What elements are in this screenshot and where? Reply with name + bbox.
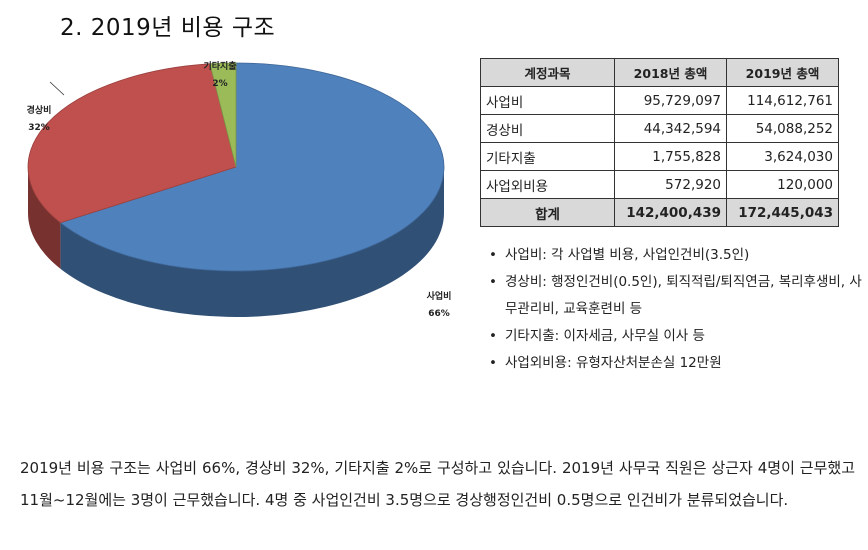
table-cell: 사업비 bbox=[480, 86, 615, 115]
table-cell: 기타지출 bbox=[480, 142, 615, 171]
list-item: 사업비: 각 사업별 비용, 사업인건비(3.5인) bbox=[483, 242, 863, 269]
section-heading: 2. 2019년 비용 구조 bbox=[60, 15, 276, 41]
table-total-2018: 142,400,439 bbox=[614, 198, 727, 227]
table-total-row: 합계 142,400,439 172,445,043 bbox=[480, 198, 839, 227]
pie-side-walls bbox=[28, 167, 444, 317]
table-cell: 44,342,594 bbox=[614, 114, 727, 143]
slice-label-general-pct: 32% bbox=[28, 123, 50, 133]
table-total-label: 합계 bbox=[480, 198, 615, 227]
table-cell: 경상비 bbox=[480, 114, 615, 143]
table-header-2019: 2019년 총액 bbox=[726, 58, 839, 87]
table-cell: 사업외비용 bbox=[480, 170, 615, 199]
table-cell: 572,920 bbox=[614, 170, 727, 199]
table-cell: 3,624,030 bbox=[726, 142, 839, 171]
table-total-2019: 172,445,043 bbox=[726, 198, 839, 227]
table-row: 사업외비용 572,920 120,000 bbox=[480, 170, 839, 199]
slice-label-business-pct: 66% bbox=[428, 309, 450, 319]
slice-label-general: 경상비 32% bbox=[14, 103, 64, 137]
table-row: 경상비 44,342,594 54,088,252 bbox=[480, 114, 839, 143]
slice-label-other-name: 기타지출 bbox=[203, 62, 237, 72]
slice-label-business: 사업비 66% bbox=[414, 289, 464, 323]
pie-chart: 기타지출 2% 경상비 32% 사업비 66% bbox=[0, 55, 470, 355]
pie-slice-0 bbox=[59, 62, 445, 272]
table-cell: 54,088,252 bbox=[726, 114, 839, 143]
table-header-account: 계정과목 bbox=[480, 58, 615, 87]
table-row: 기타지출 1,755,828 3,624,030 bbox=[480, 142, 839, 171]
table-cell: 114,612,761 bbox=[726, 86, 839, 115]
slice-label-other: 기타지출 2% bbox=[190, 59, 250, 93]
table-cell: 1,755,828 bbox=[614, 142, 727, 171]
list-item: 경상비: 행정인건비(0.5인), 퇴직적립/퇴직연금, 복리후생비, 사무관리… bbox=[483, 269, 863, 323]
table-row: 사업비 95,729,097 114,612,761 bbox=[480, 86, 839, 115]
slice-label-business-name: 사업비 bbox=[426, 292, 452, 302]
pie-chart-svg bbox=[27, 62, 445, 317]
pie-side-1 bbox=[28, 167, 61, 269]
pie-slice-2 bbox=[209, 62, 237, 168]
list-item: 기타지출: 이자세금, 사무실 이사 등 bbox=[483, 323, 863, 350]
table-header-row: 계정과목 2018년 총액 2019년 총액 bbox=[480, 58, 839, 87]
table-header-2018: 2018년 총액 bbox=[614, 58, 727, 87]
pie-slice-1 bbox=[27, 63, 237, 224]
pie-side-0 bbox=[60, 167, 444, 317]
slice-label-general-name: 경상비 bbox=[26, 106, 52, 116]
cost-table: 계정과목 2018년 총액 2019년 총액 사업비 95,729,097 11… bbox=[480, 58, 839, 227]
leader-line-general bbox=[49, 81, 65, 96]
table-cell: 95,729,097 bbox=[614, 86, 727, 115]
table-cell: 120,000 bbox=[726, 170, 839, 199]
list-item: 사업외비용: 유형자산처분손실 12만원 bbox=[483, 350, 863, 377]
notes-list: 사업비: 각 사업별 비용, 사업인건비(3.5인) 경상비: 행정인건비(0.… bbox=[483, 242, 863, 377]
slice-label-other-pct: 2% bbox=[212, 79, 228, 89]
summary-paragraph: 2019년 비용 구조는 사업비 66%, 경상비 32%, 기타지출 2%로 … bbox=[20, 459, 855, 509]
